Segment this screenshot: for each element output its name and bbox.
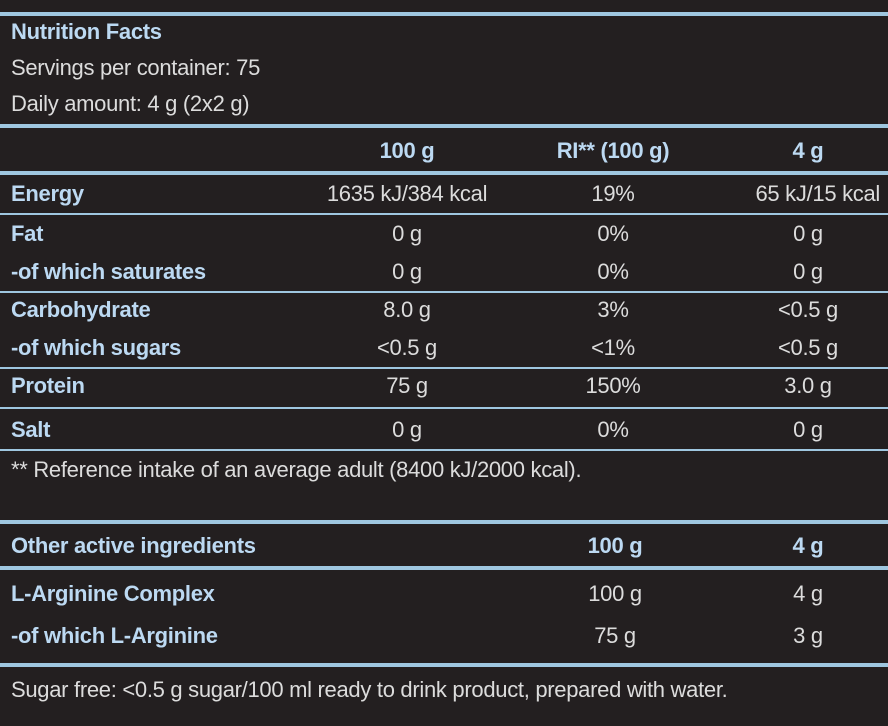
cell-protein-4g: 3.0 g: [784, 373, 832, 398]
sugar-free-note: Sugar free: <0.5 g sugar/100 ml ready to…: [11, 677, 728, 702]
column-header-rule: [0, 171, 888, 175]
top-rule: [0, 12, 888, 16]
panel-title: Nutrition Facts: [11, 19, 162, 44]
cell-fat-4g: 0 g: [793, 221, 823, 246]
row-divider: [0, 367, 888, 369]
cell-l-arginine-4g: 3 g: [793, 623, 823, 648]
cell-sugars-100g: <0.5 g: [377, 335, 437, 360]
row-label-fat: Fat: [11, 221, 44, 246]
other-column-header-100g: 100 g: [587, 533, 643, 558]
row-label-saturates: -of which saturates: [11, 259, 206, 284]
cell-fat-100g: 0 g: [392, 221, 422, 246]
cell-l-arginine-complex-100g: 100 g: [588, 581, 642, 606]
cell-saturates-100g: 0 g: [392, 259, 422, 284]
cell-energy-ri: 19%: [591, 181, 635, 206]
column-header-ri: RI** (100 g): [556, 138, 670, 163]
cell-carbohydrate-4g: <0.5 g: [778, 297, 838, 322]
row-divider: [0, 407, 888, 409]
row-divider: [0, 213, 888, 215]
row-divider: [0, 291, 888, 293]
column-header-100g: 100 g: [379, 138, 435, 163]
row-label-salt: Salt: [11, 417, 51, 442]
reference-intake-footnote: ** Reference intake of an average adult …: [11, 457, 582, 482]
footer-rule: [0, 663, 888, 667]
header-rule: [0, 124, 888, 128]
row-label-l-arginine-complex: L-Arginine Complex: [11, 581, 215, 606]
row-label-sugars: -of which sugars: [11, 335, 181, 360]
cell-l-arginine-complex-4g: 4 g: [793, 581, 823, 606]
cell-l-arginine-100g: 75 g: [594, 623, 636, 648]
cell-sugars-ri: <1%: [591, 335, 635, 360]
row-divider: [0, 449, 888, 451]
cell-protein-100g: 75 g: [386, 373, 428, 398]
other-section-title: Other active ingredients: [11, 533, 256, 558]
other-column-header-4g: 4 g: [792, 533, 824, 558]
cell-protein-ri: 150%: [585, 373, 641, 398]
row-label-l-arginine: -of which L-Arginine: [11, 623, 218, 648]
daily-amount: Daily amount: 4 g (2x2 g): [11, 91, 250, 116]
column-header-4g: 4 g: [792, 138, 824, 163]
row-label-protein: Protein: [11, 373, 85, 398]
cell-energy-100g: 1635 kJ/384 kcal: [326, 181, 488, 206]
cell-saturates-ri: 0%: [597, 259, 629, 284]
other-header-rule: [0, 566, 888, 570]
cell-sugars-4g: <0.5 g: [778, 335, 838, 360]
cell-carbohydrate-100g: 8.0 g: [383, 297, 431, 322]
cell-salt-100g: 0 g: [392, 417, 422, 442]
cell-saturates-4g: 0 g: [793, 259, 823, 284]
cell-salt-4g: 0 g: [793, 417, 823, 442]
other-section-top-rule: [0, 520, 888, 524]
cell-salt-ri: 0%: [597, 417, 629, 442]
cell-energy-4g: 65 kJ/15 kcal: [755, 181, 880, 206]
row-label-energy: Energy: [11, 181, 84, 206]
cell-fat-ri: 0%: [597, 221, 629, 246]
cell-carbohydrate-ri: 3%: [597, 297, 629, 322]
servings-per-container: Servings per container: 75: [11, 55, 261, 80]
row-label-carbohydrate: Carbohydrate: [11, 297, 151, 322]
